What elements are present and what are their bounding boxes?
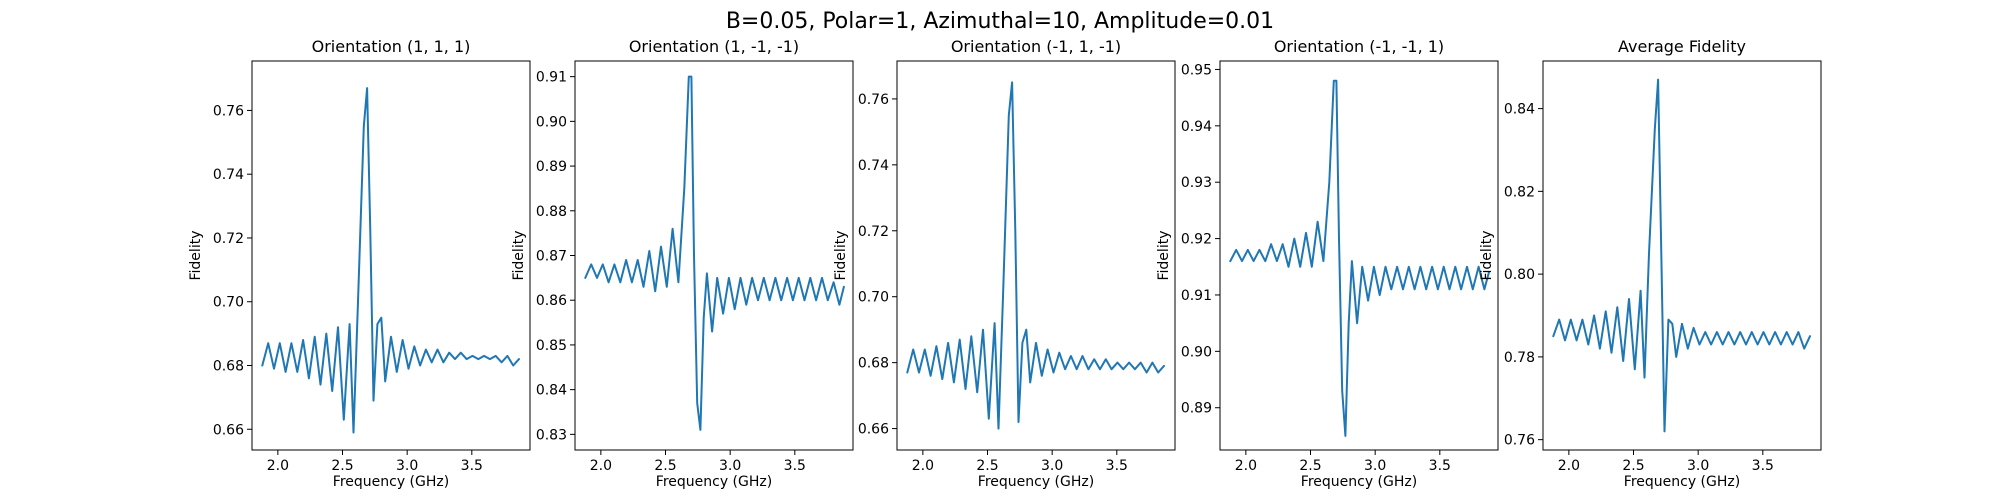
y-tick-label: 0.93 [1181,175,1212,191]
x-tick-label: 3.0 [1364,458,1386,474]
x-tick-label: 2.0 [1235,458,1257,474]
x-axis-label: Frequency (GHz) [333,474,449,490]
axes-frame [896,60,1176,451]
subplot-2: Orientation (1, -1, -1) 2.0 2.5 3.0 3.5 0.83 0… [511,37,854,490]
y-tick-label: 0.78 [1504,350,1535,366]
y-tick-label: 0.90 [1181,344,1212,360]
subplot-1: Orientation (1, 1, 1) 2.0 2.5 3.0 3.5 0.66 0.6… [188,37,531,490]
x-tick-label: 2.0 [267,458,289,474]
y-tick-label: 0.72 [858,224,889,240]
x-tick-label: 2.5 [1299,458,1321,474]
x-tick-label: 2.5 [976,458,998,474]
y-tick-label: 0.76 [858,92,889,108]
y-tick-label: 0.84 [1504,102,1535,118]
y-tick-label: 0.92 [1181,232,1212,248]
y-tick-label: 0.95 [1181,62,1212,78]
fidelity-line [1552,78,1811,433]
y-tick-label: 0.86 [536,293,567,309]
subplot-4: Orientation (-1, -1, 1) 2.0 2.5 3.0 3.5 0.89 0… [1156,37,1499,490]
y-tick-label: 0.89 [536,159,567,175]
axes-frame [574,60,854,451]
fidelity-line [261,87,520,434]
y-tick-label: 0.68 [213,359,244,375]
axes-frame [251,60,531,451]
fidelity-line [584,75,845,431]
y-tick-label: 0.84 [536,383,567,399]
x-tick-label: 2.0 [590,458,612,474]
y-axis-label: Fidelity [1156,231,1172,281]
x-tick-label: 2.0 [912,458,934,474]
x-tick-label: 2.0 [1558,458,1580,474]
x-tick-label: 3.5 [1752,458,1774,474]
y-tick-label: 0.89 [1181,401,1212,417]
y-tick-label: 0.83 [536,427,567,443]
y-tick-label: 0.66 [858,422,889,438]
x-tick-label: 3.0 [1687,458,1709,474]
fidelity-line [1229,79,1490,437]
figure-title: B=0.05, Polar=1, Azimuthal=10, Amplitude… [726,9,1274,34]
x-tick-label: 3.0 [396,458,418,474]
subplots-area: Orientation (1, 1, 1) 2.0 2.5 3.0 3.5 0.66 0.6… [188,37,1822,490]
y-tick-label: 0.74 [858,158,889,174]
x-axis-label: Frequency (GHz) [1624,474,1740,490]
y-axis-label: Fidelity [1479,231,1495,281]
y-axis-label: Fidelity [833,231,849,281]
x-axis-label: Frequency (GHz) [978,474,1094,490]
y-tick-label: 0.66 [213,422,244,438]
x-tick-label: 3.5 [1106,458,1128,474]
y-tick-label: 0.88 [536,204,567,220]
y-tick-label: 0.82 [1504,184,1535,200]
y-tick-label: 0.76 [213,103,244,119]
x-tick-label: 2.5 [654,458,676,474]
subplot-title: Average Fidelity [1618,37,1746,56]
x-tick-label: 3.0 [1041,458,1063,474]
y-tick-label: 0.91 [1181,288,1212,304]
x-tick-label: 2.5 [1622,458,1644,474]
y-tick-label: 0.70 [213,295,244,311]
y-tick-label: 0.72 [213,231,244,247]
x-tick-label: 3.5 [461,458,483,474]
subplot-title: Orientation (-1, 1, -1) [951,37,1121,56]
y-tick-label: 0.87 [536,249,567,265]
x-axis-label: Frequency (GHz) [1301,474,1417,490]
subplot-title: Orientation (1, 1, 1) [312,37,471,56]
x-tick-label: 3.5 [784,458,806,474]
x-tick-label: 3.5 [1429,458,1451,474]
y-tick-label: 0.70 [858,290,889,306]
axes-frame [1219,60,1499,451]
axes-frame [1542,60,1822,451]
x-tick-label: 3.0 [719,458,741,474]
y-tick-label: 0.76 [1504,433,1535,449]
y-tick-label: 0.91 [536,70,567,86]
fidelity-line [906,81,1165,430]
y-axis-label: Fidelity [188,231,204,281]
y-tick-label: 0.85 [536,338,567,354]
y-tick-label: 0.68 [858,356,889,372]
subplot-title: Orientation (-1, -1, 1) [1274,37,1444,56]
y-tick-label: 0.94 [1181,119,1212,135]
x-axis-label: Frequency (GHz) [656,474,772,490]
subplot-5: Average Fidelity 2.0 2.5 3.0 3.5 0.76 0.78 0.80… [1479,37,1822,490]
subplot-3: Orientation (-1, 1, -1) 2.0 2.5 3.0 3.5 0.66 0… [833,37,1176,490]
y-tick-label: 0.74 [213,167,244,183]
y-axis-label: Fidelity [511,231,527,281]
x-tick-label: 2.5 [331,458,353,474]
y-tick-label: 0.80 [1504,267,1535,283]
y-tick-label: 0.90 [536,114,567,130]
subplot-title: Orientation (1, -1, -1) [629,37,799,56]
